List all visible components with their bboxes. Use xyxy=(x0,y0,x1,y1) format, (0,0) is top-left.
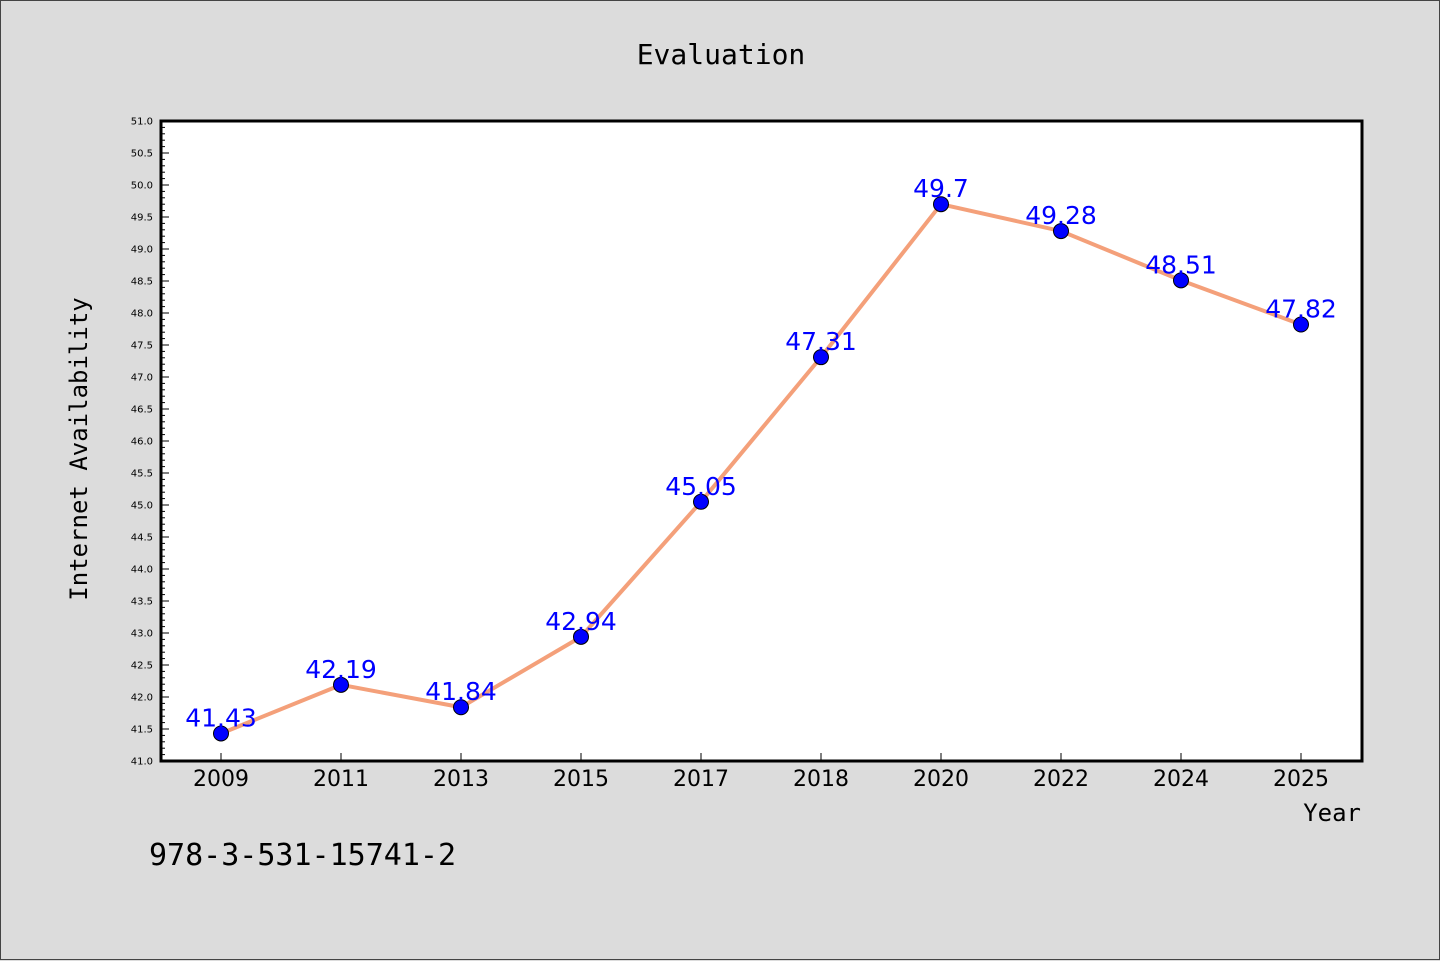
y-tick-label: 49.0 xyxy=(131,245,153,256)
y-tick-label: 44.5 xyxy=(131,533,153,544)
data-label: 42.94 xyxy=(545,607,617,636)
y-tick-label: 41.0 xyxy=(131,757,153,768)
chart-title: Evaluation xyxy=(637,38,806,71)
data-labels: 41.43 42.19 41.84 42.94 45.05 47.31 49.7 49.28 4… xyxy=(185,174,1337,732)
data-label: 47.82 xyxy=(1265,295,1337,324)
y-tick-label: 44.0 xyxy=(131,565,153,576)
data-label: 49.28 xyxy=(1025,201,1097,230)
y-tick-label: 48.5 xyxy=(131,277,153,288)
data-label: 42.19 xyxy=(305,655,377,684)
data-label: 47.31 xyxy=(785,327,857,356)
y-axis-label: Internet Availability xyxy=(65,297,93,600)
data-point xyxy=(213,725,229,742)
y-tick-label: 51.0 xyxy=(131,117,153,128)
data-point xyxy=(573,628,589,645)
y-tick-label: 49.5 xyxy=(131,213,153,224)
plot-border xyxy=(159,119,1364,763)
x-tick-label: 2013 xyxy=(433,767,489,792)
x-tick-label: 2018 xyxy=(793,767,849,792)
x-axis-label: Year xyxy=(1303,799,1361,827)
data-label: 48.51 xyxy=(1145,250,1217,279)
data-point xyxy=(1053,223,1069,240)
y-tick-label: 46.5 xyxy=(131,405,153,416)
y-tick-label: 47.5 xyxy=(131,341,153,352)
y-tick-label: 45.0 xyxy=(131,501,153,512)
y-tick-label: 43.5 xyxy=(131,597,153,608)
data-point xyxy=(453,699,469,716)
x-tick-label: 2022 xyxy=(1033,767,1089,792)
data-label: 45.05 xyxy=(665,472,737,501)
data-point xyxy=(333,676,349,693)
x-tick-label: 2017 xyxy=(673,767,729,792)
x-tick-label: 2025 xyxy=(1273,767,1329,792)
isbn-annotation: 978-3-531-15741-2 xyxy=(149,838,456,873)
y-tick-label: 41.5 xyxy=(131,725,153,736)
x-tick-label: 2024 xyxy=(1153,767,1209,792)
x-tick-label: 2011 xyxy=(313,767,369,792)
plot-area xyxy=(161,121,1362,761)
y-tick-label: 48.0 xyxy=(131,309,153,320)
data-label: 41.84 xyxy=(425,677,497,706)
y-tick-label: 43.0 xyxy=(131,629,153,640)
x-tick-label: 2009 xyxy=(193,767,249,792)
x-tick-label: 2020 xyxy=(913,767,969,792)
y-tick-label: 42.5 xyxy=(131,661,153,672)
series-line-group xyxy=(220,202,1302,736)
data-label: 49.7 xyxy=(913,174,969,203)
series-line xyxy=(220,202,1302,736)
data-point xyxy=(813,349,829,366)
data-point xyxy=(693,493,709,510)
data-point xyxy=(1293,316,1309,333)
data-point xyxy=(1173,272,1189,289)
y-tick-label: 50.0 xyxy=(131,181,153,192)
y-tick-label: 46.0 xyxy=(131,437,153,448)
data-point xyxy=(933,196,949,213)
y-axis: 41.0 41.5 42.0 42.5 43.0 43.5 44.0 44.5 45.0 45.5… xyxy=(131,117,169,768)
x-axis: 2009 2011 2013 2015 2017 2018 2020 2022 2024 2025 xyxy=(193,753,1329,792)
x-tick-label: 2015 xyxy=(553,767,609,792)
y-tick-label: 45.5 xyxy=(131,469,153,480)
y-tick-label: 47.0 xyxy=(131,373,153,384)
y-tick-label: 50.5 xyxy=(131,149,153,160)
data-markers xyxy=(213,196,1309,742)
y-tick-label: 42.0 xyxy=(131,693,153,704)
data-label: 41.43 xyxy=(185,703,257,732)
